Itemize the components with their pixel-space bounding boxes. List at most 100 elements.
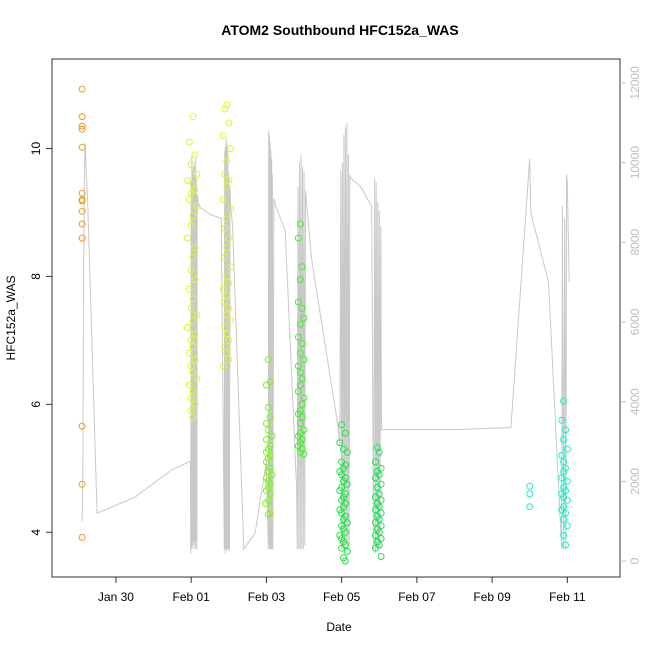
data-point	[264, 404, 272, 411]
data-point	[225, 304, 233, 312]
data-point	[189, 212, 197, 220]
data-point	[223, 272, 231, 280]
data-point	[373, 484, 381, 491]
data-point	[221, 170, 229, 178]
data-point	[219, 196, 227, 204]
flight-series-2	[183, 101, 235, 421]
data-point	[377, 553, 385, 560]
data-point	[373, 444, 381, 452]
data-point	[219, 132, 227, 140]
data-point	[193, 170, 201, 178]
y-tick-label: 4	[29, 529, 43, 536]
data-point	[189, 413, 197, 421]
data-point	[185, 285, 193, 293]
data-point	[189, 180, 197, 188]
data-point	[191, 151, 199, 159]
data-point	[296, 448, 304, 456]
data-point	[294, 298, 302, 306]
data-point	[227, 317, 235, 325]
data-point	[189, 388, 197, 395]
data-point	[219, 362, 227, 370]
data-point	[562, 541, 569, 549]
data-point	[187, 189, 195, 197]
data-point	[264, 426, 272, 434]
data-point	[78, 480, 86, 488]
x-tick-label: Feb 03	[248, 590, 286, 604]
data-point	[223, 101, 231, 109]
data-point	[264, 510, 272, 518]
data-point	[300, 356, 308, 364]
flight-series-1	[78, 85, 86, 541]
data-point	[78, 125, 86, 133]
data-point	[221, 343, 229, 351]
data-point	[187, 266, 195, 274]
x-axis-label: Date	[326, 620, 352, 634]
data-point	[187, 221, 195, 229]
data-point	[562, 426, 569, 434]
y2-tick-label: 12000	[628, 66, 642, 100]
data-point	[563, 477, 571, 485]
data-point	[189, 343, 197, 351]
data-point	[341, 557, 349, 565]
data-point	[372, 519, 379, 527]
data-point	[341, 429, 349, 437]
data-point	[268, 432, 276, 440]
data-point	[526, 482, 534, 490]
data-point	[78, 113, 86, 121]
data-point	[526, 490, 534, 498]
data-point	[78, 85, 86, 93]
data-point	[343, 448, 351, 456]
data-point	[193, 375, 201, 383]
data-point	[375, 448, 383, 456]
data-point	[372, 493, 379, 501]
data-point	[294, 333, 302, 341]
data-point	[225, 234, 233, 242]
flight-series-4	[294, 220, 308, 458]
data-point	[185, 196, 193, 204]
data-point	[262, 500, 270, 507]
data-point	[336, 487, 344, 495]
altitude-line-layer	[81, 122, 570, 554]
data-point	[223, 157, 231, 165]
data-point	[187, 362, 195, 370]
x-tick-label: Feb 07	[398, 590, 436, 604]
data-point	[223, 292, 231, 300]
data-point	[221, 105, 229, 113]
data-point	[300, 314, 308, 322]
data-point	[225, 336, 233, 344]
data-point	[185, 349, 193, 357]
y2-tick-label: 4000	[628, 388, 642, 415]
data-point	[338, 421, 346, 429]
data-point	[223, 244, 231, 252]
data-point	[296, 220, 304, 228]
altitude-trace	[81, 122, 570, 554]
data-point	[294, 362, 302, 370]
data-point	[262, 458, 270, 466]
data-point	[223, 183, 231, 191]
data-point	[78, 533, 86, 541]
data-point	[300, 394, 308, 402]
data-point	[78, 122, 86, 130]
data-point	[266, 509, 274, 517]
plot-frame	[51, 58, 621, 578]
data-point	[193, 202, 201, 210]
data-point	[221, 298, 229, 306]
data-point	[223, 215, 231, 223]
y-tick-label: 6	[29, 401, 43, 408]
data-point	[268, 471, 276, 479]
data-point	[183, 324, 191, 332]
flight-series-7	[526, 397, 571, 549]
data-point	[78, 422, 86, 430]
data-point	[225, 279, 233, 287]
data-point	[296, 276, 304, 284]
data-point	[191, 276, 199, 284]
y-tick-label: 8	[29, 273, 43, 280]
data-point	[266, 490, 274, 498]
y2-tick-label: 8000	[628, 229, 642, 256]
data-point	[562, 509, 569, 517]
data-point	[266, 413, 274, 421]
data-point	[223, 311, 231, 319]
data-point	[189, 113, 197, 121]
data-point	[558, 474, 566, 482]
